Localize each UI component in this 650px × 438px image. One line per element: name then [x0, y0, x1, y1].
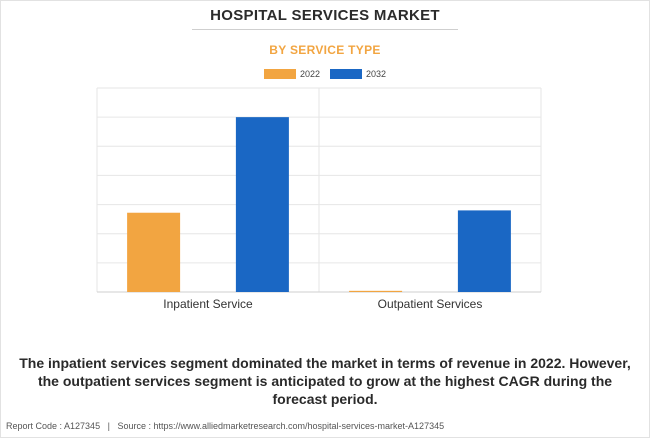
legend-label-2022: 2022: [299, 69, 320, 79]
source-link[interactable]: Source : https://www.alliedmarketresearc…: [117, 421, 445, 431]
footer: Report Code : A127345 | Source : https:/…: [6, 421, 444, 431]
chart-title: HOSPITAL SERVICES MARKET: [210, 7, 440, 24]
chart-subtitle: BY SERVICE TYPE: [269, 43, 381, 57]
title-underline: [192, 29, 458, 30]
bar-2022-0: [127, 212, 181, 292]
summary-text: The inpatient services segment dominated…: [19, 355, 631, 407]
legend-swatch-2022: [263, 69, 296, 79]
bar-2032-1: [457, 210, 511, 292]
x-tick-label: Outpatient Services: [378, 297, 483, 311]
bar-2032-0: [235, 117, 289, 292]
legend-swatch-2032: [330, 69, 362, 79]
report-code: Report Code : A127345: [6, 421, 101, 431]
footer-separator: |: [107, 421, 110, 431]
legend-item-2032[interactable]: 2032: [330, 69, 386, 79]
legend: 2022 2032: [0, 69, 650, 79]
bar-2022-1: [349, 290, 403, 292]
x-tick-label: Inpatient Service: [163, 297, 253, 311]
legend-label-2032: 2032: [366, 69, 387, 79]
legend-item-2022[interactable]: 2022: [263, 69, 320, 79]
bar-chart: Inpatient Service Outpatient Services: [96, 87, 542, 311]
